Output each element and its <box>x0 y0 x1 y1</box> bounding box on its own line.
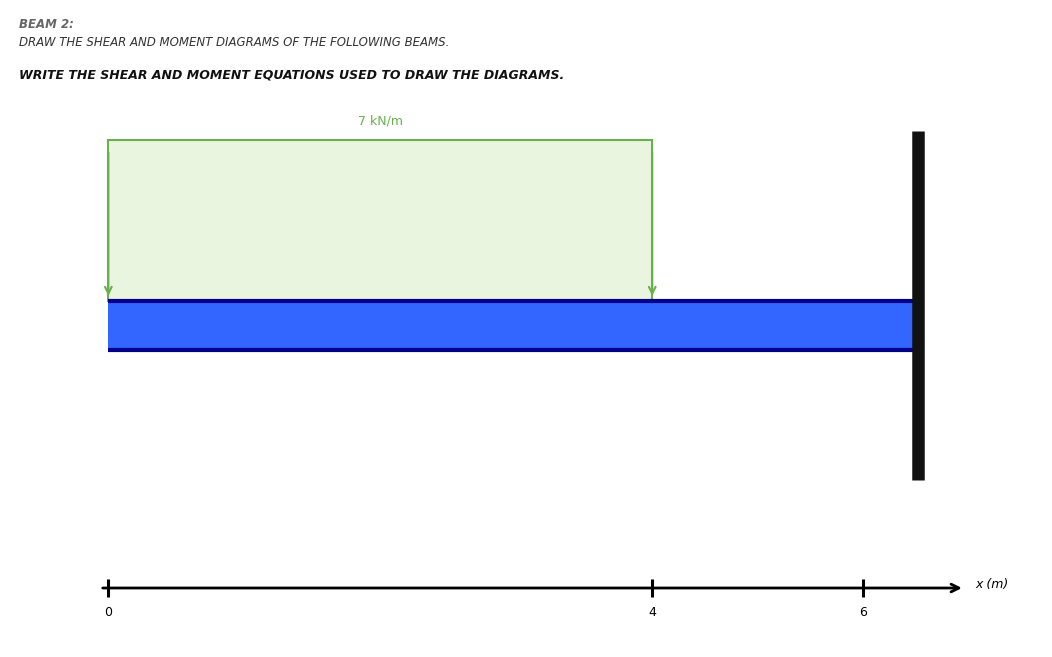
Text: DRAW THE SHEAR AND MOMENT DIAGRAMS OF THE FOLLOWING BEAMS.: DRAW THE SHEAR AND MOMENT DIAGRAMS OF TH… <box>19 36 449 49</box>
Text: x (m): x (m) <box>975 578 1009 591</box>
Text: 6: 6 <box>858 606 867 620</box>
Bar <box>108 301 920 350</box>
Text: BEAM 2:: BEAM 2: <box>19 18 74 32</box>
Text: 0: 0 <box>104 606 113 620</box>
Text: 7 kN/m: 7 kN/m <box>358 115 403 128</box>
Text: 4: 4 <box>648 606 656 620</box>
Bar <box>108 140 652 301</box>
Text: WRITE THE SHEAR AND MOMENT EQUATIONS USED TO DRAW THE DIAGRAMS.: WRITE THE SHEAR AND MOMENT EQUATIONS USE… <box>19 69 564 82</box>
